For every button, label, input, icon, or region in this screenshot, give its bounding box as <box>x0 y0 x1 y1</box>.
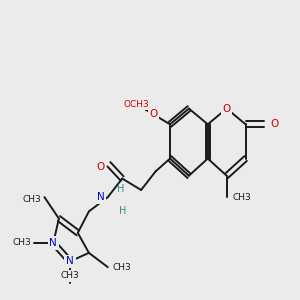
Text: O: O <box>270 119 278 129</box>
Text: CH3: CH3 <box>61 271 80 280</box>
Text: OCH3: OCH3 <box>124 100 149 109</box>
Text: CH3: CH3 <box>22 196 41 205</box>
Text: O: O <box>149 109 158 119</box>
Text: N: N <box>97 192 104 202</box>
Text: CH3: CH3 <box>12 238 31 247</box>
Text: CH3: CH3 <box>232 193 251 202</box>
Text: H: H <box>119 206 126 216</box>
Text: CH3: CH3 <box>112 262 131 272</box>
Text: O: O <box>223 103 231 114</box>
Text: H: H <box>117 184 124 194</box>
Text: O: O <box>96 162 104 172</box>
Text: N: N <box>66 256 74 266</box>
Text: N: N <box>50 238 57 248</box>
